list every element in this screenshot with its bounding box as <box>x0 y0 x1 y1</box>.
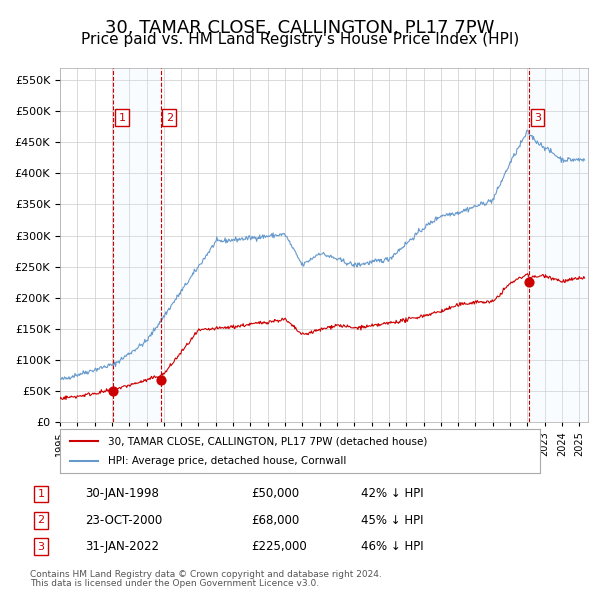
Text: 30, TAMAR CLOSE, CALLINGTON, PL17 7PW: 30, TAMAR CLOSE, CALLINGTON, PL17 7PW <box>106 19 494 37</box>
Text: HPI: Average price, detached house, Cornwall: HPI: Average price, detached house, Corn… <box>108 456 346 466</box>
Text: 46% ↓ HPI: 46% ↓ HPI <box>361 540 424 553</box>
Text: 3: 3 <box>38 542 44 552</box>
Text: £225,000: £225,000 <box>251 540 307 553</box>
Text: 23-OCT-2000: 23-OCT-2000 <box>85 514 163 527</box>
Text: 30, TAMAR CLOSE, CALLINGTON, PL17 7PW (detached house): 30, TAMAR CLOSE, CALLINGTON, PL17 7PW (d… <box>108 437 427 446</box>
Text: £68,000: £68,000 <box>251 514 299 527</box>
Point <box>524 277 533 287</box>
Text: This data is licensed under the Open Government Licence v3.0.: This data is licensed under the Open Gov… <box>30 579 319 588</box>
Text: 3: 3 <box>534 113 541 123</box>
Text: Price paid vs. HM Land Registry's House Price Index (HPI): Price paid vs. HM Land Registry's House … <box>81 32 519 47</box>
Bar <box>113 68 161 422</box>
Text: £50,000: £50,000 <box>251 487 299 500</box>
Text: 45% ↓ HPI: 45% ↓ HPI <box>361 514 424 527</box>
Text: 42% ↓ HPI: 42% ↓ HPI <box>361 487 424 500</box>
Text: 1: 1 <box>119 113 125 123</box>
Text: 2: 2 <box>37 516 44 525</box>
Point <box>156 375 166 384</box>
Text: 1: 1 <box>38 489 44 499</box>
Text: 2: 2 <box>166 113 173 123</box>
Bar <box>529 68 588 422</box>
Text: 30-JAN-1998: 30-JAN-1998 <box>85 487 159 500</box>
Text: 31-JAN-2022: 31-JAN-2022 <box>85 540 159 553</box>
Point <box>109 386 118 395</box>
Text: Contains HM Land Registry data © Crown copyright and database right 2024.: Contains HM Land Registry data © Crown c… <box>30 570 382 579</box>
